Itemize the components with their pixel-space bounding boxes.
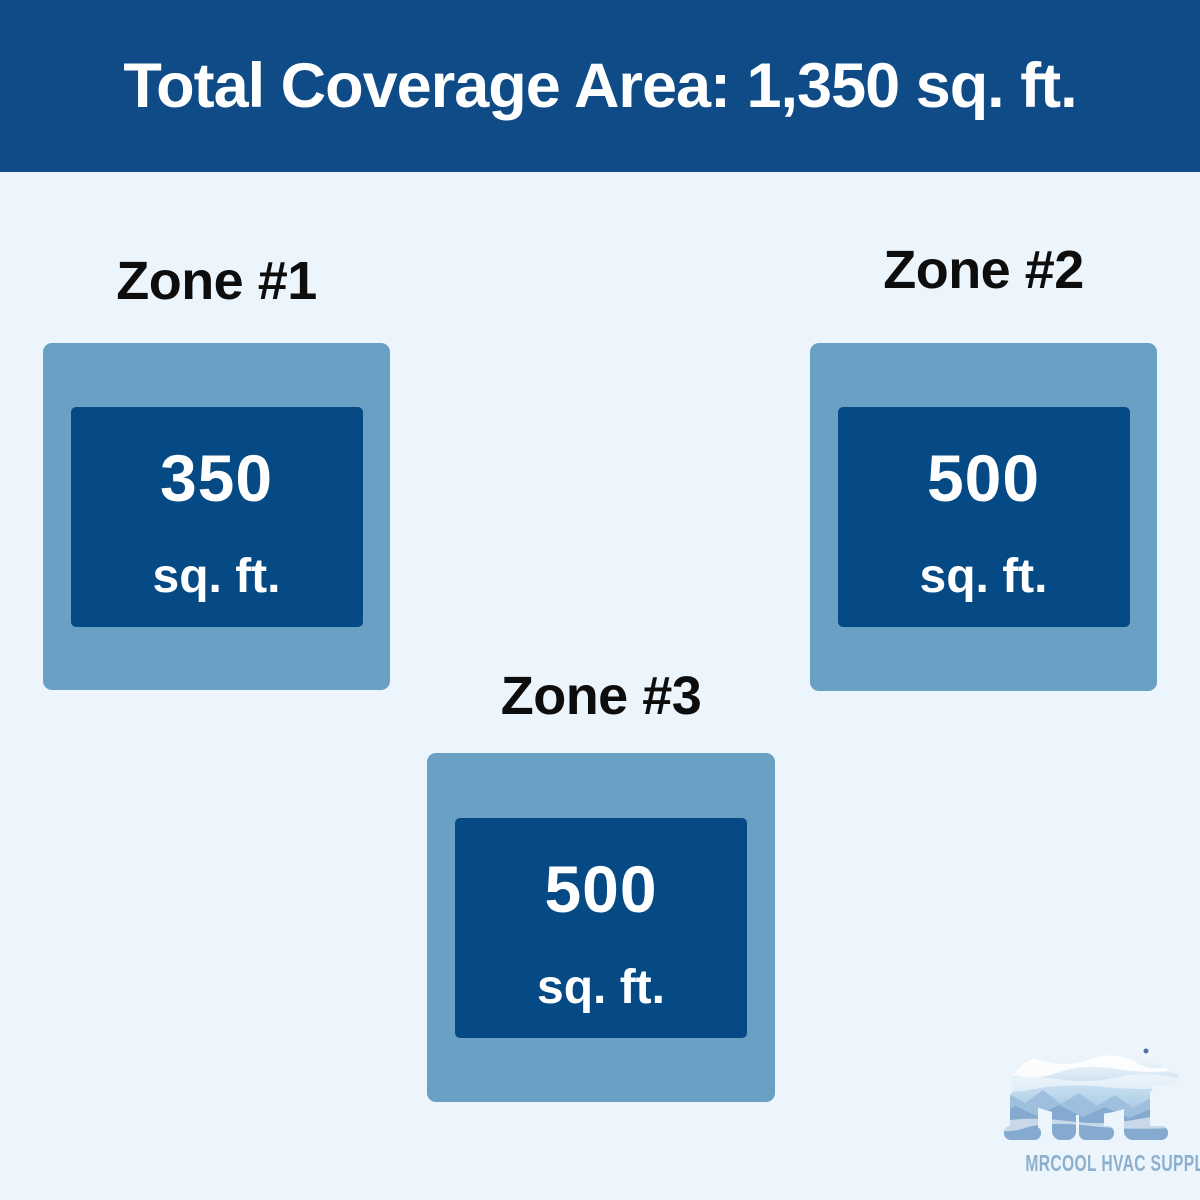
polar-bear-icon bbox=[1004, 1046, 1179, 1140]
zone-1-coverage-box: 350 sq. ft. bbox=[43, 343, 390, 690]
bear-ear-mark bbox=[1143, 1048, 1149, 1054]
zone-3-coverage-box: 500 sq. ft. bbox=[427, 753, 775, 1102]
zone-2-area-unit: sq. ft. bbox=[919, 550, 1048, 603]
zone-3-area-value: 500 bbox=[544, 851, 658, 926]
brand-name: MRCOOL HVAC SUPPLY bbox=[1025, 1150, 1200, 1176]
zone-1-area-unit: sq. ft. bbox=[152, 549, 281, 603]
zone-2-label: Zone #2 bbox=[883, 240, 1084, 300]
zone-1-area-panel: 350 sq. ft. bbox=[70, 406, 363, 627]
page-title: Total Coverage Area: 1,350 sq. ft. bbox=[123, 51, 1077, 121]
zone-3-area-unit: sq. ft. bbox=[537, 960, 665, 1014]
zone-3-area-panel: 500 sq. ft. bbox=[455, 817, 747, 1038]
zone-2-coverage-box: 500 sq. ft. bbox=[810, 343, 1157, 691]
header-banner: Total Coverage Area: 1,350 sq. ft. bbox=[0, 0, 1200, 172]
zone-2-area-value: 500 bbox=[926, 441, 1041, 515]
zone-1-label: Zone #1 bbox=[116, 251, 317, 311]
brand-logo: MRCOOL HVAC SUPPLY bbox=[995, 1030, 1200, 1177]
zone-2-area-panel: 500 sq. ft. bbox=[837, 407, 1130, 627]
zone-3-label: Zone #3 bbox=[500, 666, 702, 726]
zone-1-area-value: 350 bbox=[159, 440, 274, 515]
